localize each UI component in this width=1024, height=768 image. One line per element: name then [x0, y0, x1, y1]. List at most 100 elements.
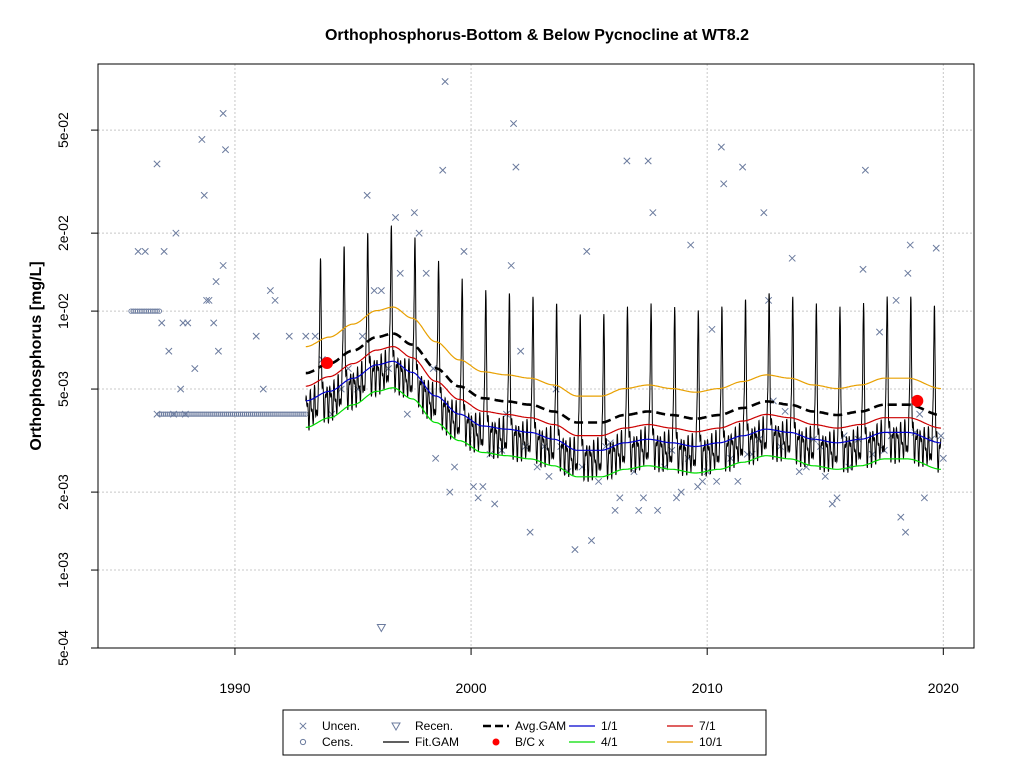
uncensored-point	[358, 332, 367, 340]
gam-1-1-line	[305, 360, 941, 451]
recensored-point	[376, 623, 387, 633]
legend-symbol-recen	[391, 722, 401, 732]
uncensored-point	[212, 278, 220, 286]
uncensored-point	[184, 319, 192, 327]
x-tick-label: 2020	[928, 680, 959, 696]
uncensored-point	[517, 347, 525, 355]
uncensored-point	[583, 247, 591, 255]
uncensored-point	[828, 500, 836, 508]
uncensored-point	[432, 454, 440, 462]
uncensored-point	[191, 364, 199, 373]
uncensored-point	[271, 296, 279, 304]
uncensored-point	[897, 513, 905, 521]
uncensored-point	[479, 483, 487, 491]
uncensored-point	[474, 494, 482, 502]
gam-7-1-line	[305, 346, 941, 437]
legend-label-bc: B/C x	[515, 735, 544, 749]
uncensored-point	[672, 494, 681, 502]
uncensored-point	[821, 472, 829, 480]
uncensored-point	[141, 247, 149, 255]
uncensored-point	[450, 463, 459, 471]
uncensored-point	[172, 229, 180, 237]
legend-symbol-cens	[299, 738, 307, 746]
uncensored-point	[266, 287, 274, 295]
legend-symbol-bc	[492, 738, 500, 746]
uncensored-point	[781, 407, 789, 415]
uncensored-point	[526, 528, 534, 536]
uncensored-point	[713, 477, 721, 485]
uncensored-point	[920, 494, 928, 502]
uncensored-point	[739, 163, 747, 171]
plot-frame	[97, 63, 975, 649]
y-tick-label: 5e-03	[55, 371, 71, 407]
uncensored-point	[165, 347, 173, 355]
avg-gam-line	[305, 332, 941, 424]
uncensored-point	[698, 477, 707, 485]
uncensored-point	[160, 247, 168, 255]
uncensored-point	[446, 488, 454, 496]
censored-point	[301, 411, 307, 417]
grid-lines	[98, 64, 974, 649]
gam-curves	[305, 225, 942, 483]
legend-symbol-uncen	[299, 722, 307, 730]
uncensored-point	[422, 269, 430, 277]
uncensored-point	[302, 332, 310, 340]
uncensored-point	[491, 500, 499, 508]
legend-label-q10_1: 10/1	[699, 735, 723, 749]
uncensored-point	[861, 166, 869, 174]
uncensored-point	[439, 166, 447, 174]
uncensored-point	[587, 536, 596, 545]
y-tick-label: 5e-02	[55, 112, 71, 148]
y-axis: 5e-04 1e-03 2e-03 5e-03 1e-02 2e-02 5e-02	[55, 112, 98, 666]
x-tick-label: 1990	[219, 680, 250, 696]
x-tick-label: 2010	[692, 680, 723, 696]
uncensored-point	[259, 385, 267, 393]
uncensored-point	[788, 254, 796, 262]
uncensored-point	[901, 528, 910, 536]
uncensored-point	[403, 410, 411, 418]
uncensored-point	[734, 477, 742, 485]
legend-label-q1_1: 1/1	[601, 719, 618, 733]
uncensored-point	[512, 163, 520, 171]
uncensored-point	[205, 296, 213, 304]
uncensored-point	[469, 483, 477, 491]
uncensored-point	[170, 410, 178, 418]
uncensored-point	[363, 191, 371, 199]
uncensored-point	[892, 296, 900, 304]
uncensored-point	[708, 325, 716, 333]
y-tick-label: 2e-03	[55, 474, 71, 510]
legend: Uncen. Cens. Recen. Fit.GAM Avg.GAM B/C x 1/1 4…	[282, 709, 767, 756]
legend-label-q4_1: 4/1	[601, 735, 618, 749]
uncensored-point	[153, 410, 161, 418]
uncensored-point	[677, 488, 685, 496]
legend-label-cens: Cens.	[322, 735, 353, 749]
uncensored-point	[221, 146, 230, 154]
x-axis: 1990 2000 2010 2020	[219, 648, 959, 696]
uncensored-point	[875, 328, 884, 336]
uncensored-point	[410, 209, 418, 217]
y-tick-label: 1e-03	[55, 552, 71, 588]
chart-title: Orthophosphorus-Bottom & Below Pycnoclin…	[325, 27, 749, 44]
y-tick-label: 5e-04	[55, 630, 71, 666]
gam-10-1-line	[305, 306, 941, 397]
uncensored-point	[415, 229, 423, 237]
legend-label-avg_gam: Avg.GAM	[515, 719, 566, 733]
uncensored-point	[134, 247, 142, 255]
uncensored-point	[916, 410, 924, 418]
legend-label-fit_gam: Fit.GAM	[415, 735, 459, 749]
uncensored-point	[654, 506, 662, 514]
uncensored-point	[760, 209, 768, 217]
uncensored-point	[937, 432, 945, 440]
uncensored-point	[616, 494, 624, 502]
uncensored-point	[545, 472, 553, 480]
censored-points	[128, 308, 309, 417]
uncensored-point	[571, 545, 579, 554]
bc-point	[911, 394, 924, 407]
gam-4-1-line	[305, 387, 941, 478]
uncensored-point	[181, 410, 189, 418]
uncensored-point	[644, 157, 652, 165]
fit-gam-line	[305, 225, 942, 483]
uncensored-point	[595, 477, 603, 485]
uncensored-point	[441, 77, 449, 86]
uncensored-point	[639, 494, 647, 502]
